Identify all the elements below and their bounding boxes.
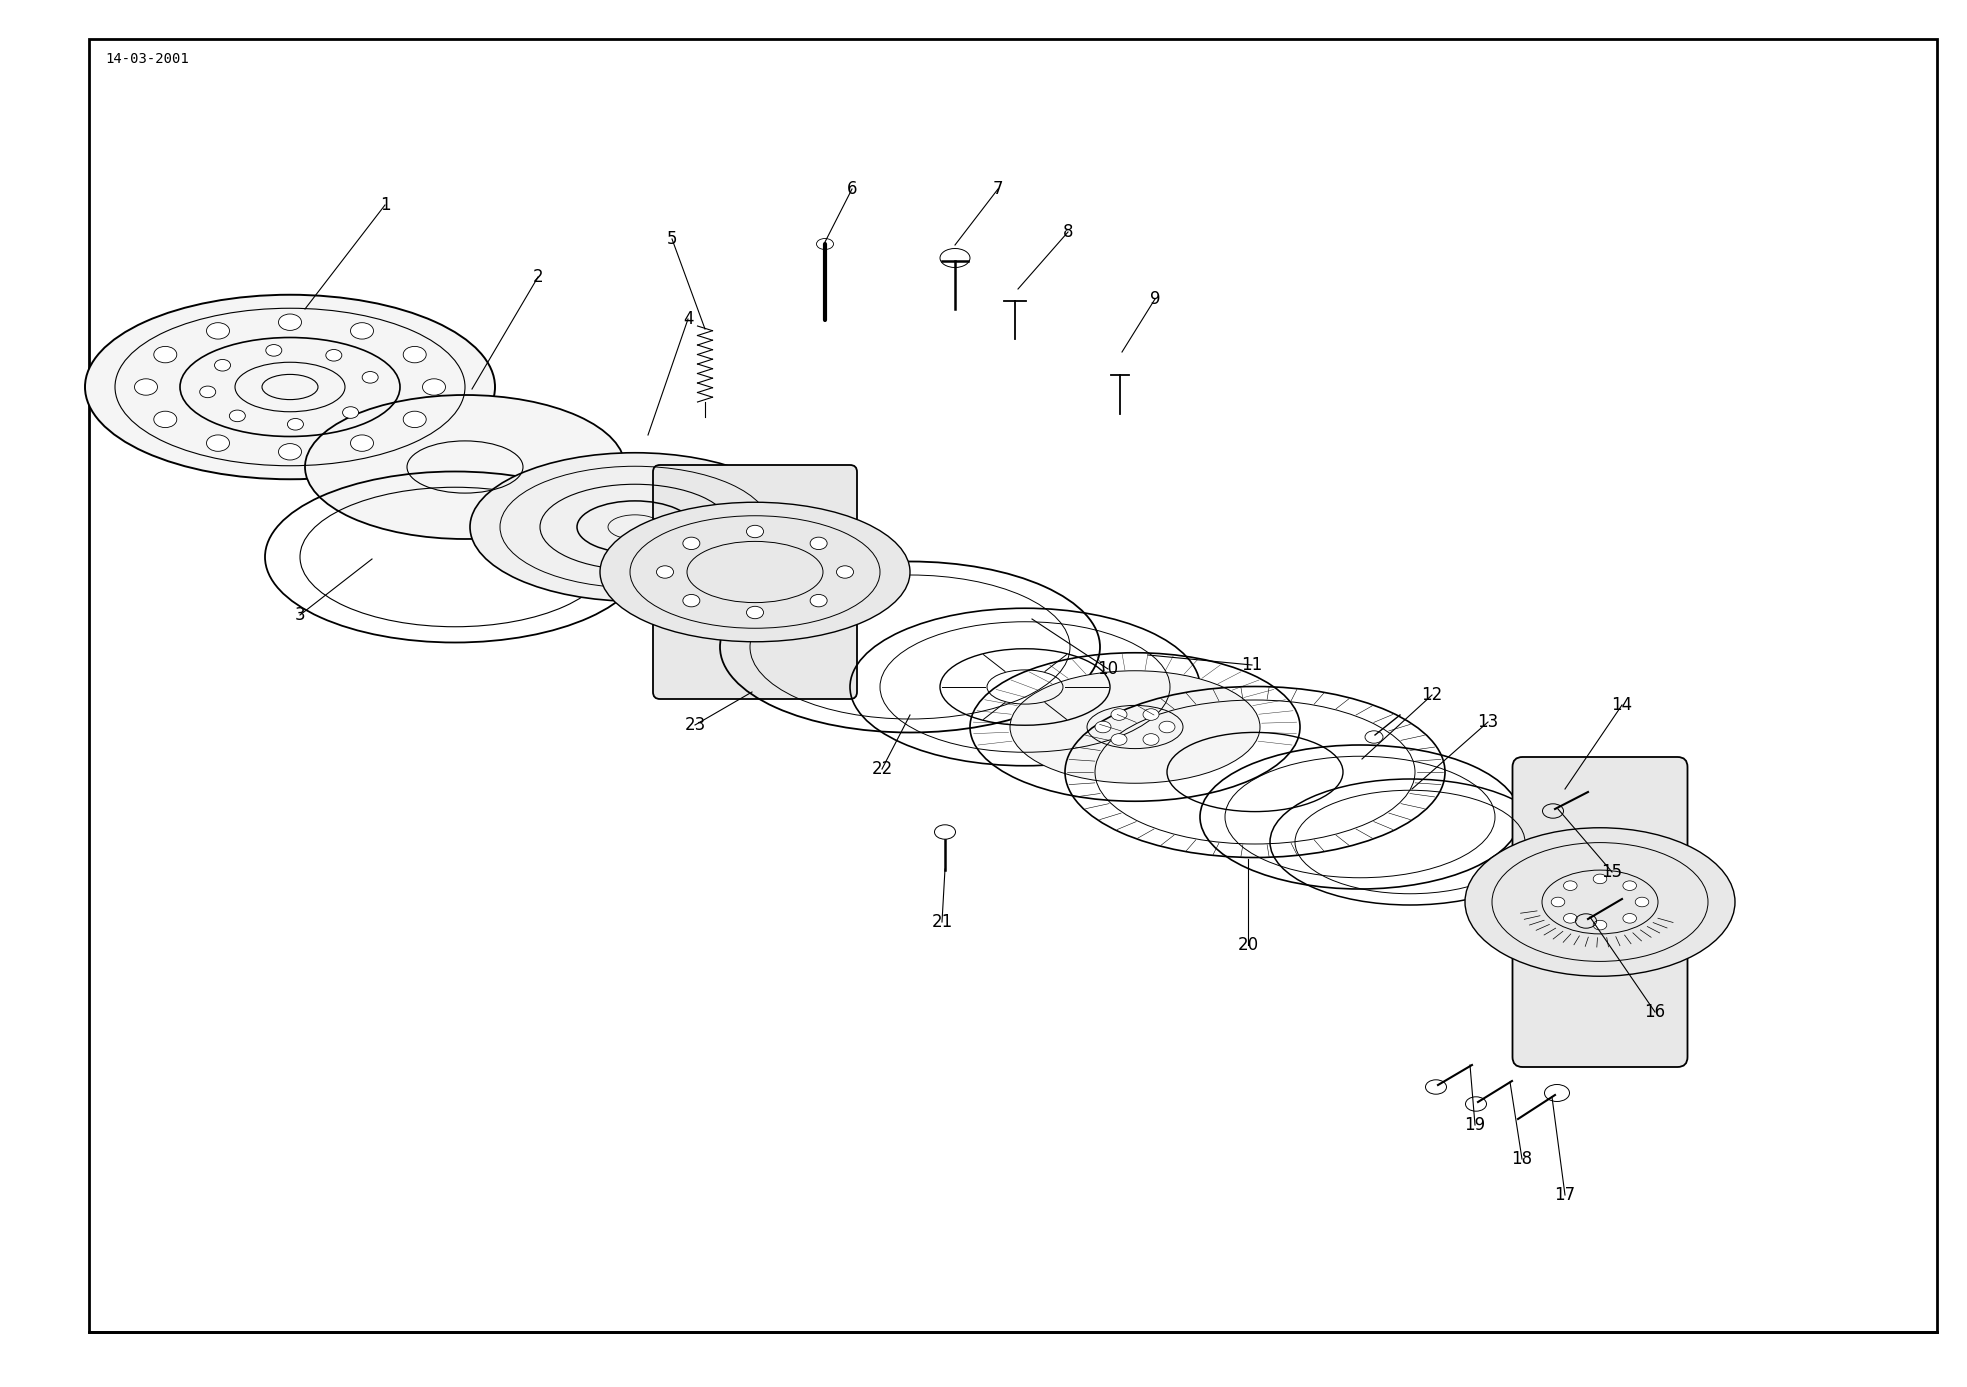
Text: 5: 5: [667, 230, 677, 248]
Ellipse shape: [403, 347, 427, 363]
Ellipse shape: [134, 379, 157, 395]
Text: 12: 12: [1422, 687, 1442, 705]
Ellipse shape: [214, 359, 230, 372]
Ellipse shape: [1096, 721, 1111, 732]
Ellipse shape: [287, 419, 303, 430]
Ellipse shape: [1465, 828, 1735, 976]
Ellipse shape: [600, 502, 911, 642]
Ellipse shape: [153, 411, 177, 427]
Text: 17: 17: [1554, 1186, 1576, 1204]
Ellipse shape: [1623, 914, 1637, 924]
Ellipse shape: [1143, 709, 1159, 720]
Text: 6: 6: [846, 180, 858, 198]
Ellipse shape: [1593, 921, 1607, 929]
Ellipse shape: [350, 436, 374, 451]
Ellipse shape: [201, 386, 216, 398]
Ellipse shape: [1564, 881, 1578, 890]
Ellipse shape: [683, 537, 700, 549]
FancyBboxPatch shape: [1513, 757, 1688, 1067]
Text: 8: 8: [1062, 223, 1074, 241]
Ellipse shape: [747, 606, 763, 619]
Ellipse shape: [657, 566, 673, 578]
Ellipse shape: [470, 452, 801, 601]
Ellipse shape: [934, 825, 956, 839]
Ellipse shape: [279, 444, 301, 460]
Text: 11: 11: [1241, 656, 1263, 674]
Ellipse shape: [230, 411, 246, 422]
Text: 10: 10: [1098, 660, 1119, 678]
Ellipse shape: [85, 295, 496, 480]
Ellipse shape: [836, 566, 854, 578]
Text: 14-03-2001: 14-03-2001: [104, 51, 189, 67]
Ellipse shape: [207, 323, 230, 338]
Ellipse shape: [1143, 734, 1159, 745]
Text: 13: 13: [1477, 713, 1499, 731]
Text: 19: 19: [1465, 1117, 1485, 1135]
Ellipse shape: [747, 526, 763, 538]
Text: 7: 7: [993, 180, 1003, 198]
Ellipse shape: [362, 372, 378, 383]
Text: 4: 4: [683, 311, 692, 327]
Ellipse shape: [1635, 897, 1648, 907]
Ellipse shape: [683, 595, 700, 608]
Ellipse shape: [153, 347, 177, 363]
Ellipse shape: [423, 379, 445, 395]
Ellipse shape: [327, 350, 342, 361]
Ellipse shape: [810, 537, 828, 549]
Ellipse shape: [1009, 671, 1261, 784]
FancyBboxPatch shape: [653, 465, 858, 699]
Text: 18: 18: [1511, 1150, 1532, 1168]
Ellipse shape: [403, 411, 427, 427]
Text: 15: 15: [1601, 863, 1623, 881]
Ellipse shape: [1111, 734, 1127, 745]
Text: 1: 1: [380, 196, 389, 214]
Ellipse shape: [1564, 914, 1578, 924]
Ellipse shape: [305, 395, 626, 540]
Ellipse shape: [350, 323, 374, 338]
Text: 14: 14: [1611, 696, 1633, 714]
Ellipse shape: [1623, 881, 1637, 890]
Ellipse shape: [1159, 721, 1174, 732]
Ellipse shape: [279, 313, 301, 330]
Text: 20: 20: [1237, 936, 1259, 954]
Text: 9: 9: [1151, 290, 1161, 308]
Text: 21: 21: [932, 913, 952, 931]
Ellipse shape: [810, 595, 828, 608]
Ellipse shape: [207, 436, 230, 451]
Text: 3: 3: [295, 606, 305, 624]
Text: 22: 22: [871, 760, 893, 778]
Ellipse shape: [1111, 709, 1127, 720]
Text: 23: 23: [685, 716, 706, 734]
Ellipse shape: [1593, 874, 1607, 884]
Text: 16: 16: [1644, 1003, 1666, 1021]
Ellipse shape: [342, 406, 358, 419]
Ellipse shape: [1552, 897, 1566, 907]
Ellipse shape: [266, 344, 281, 356]
Text: 2: 2: [533, 268, 543, 286]
